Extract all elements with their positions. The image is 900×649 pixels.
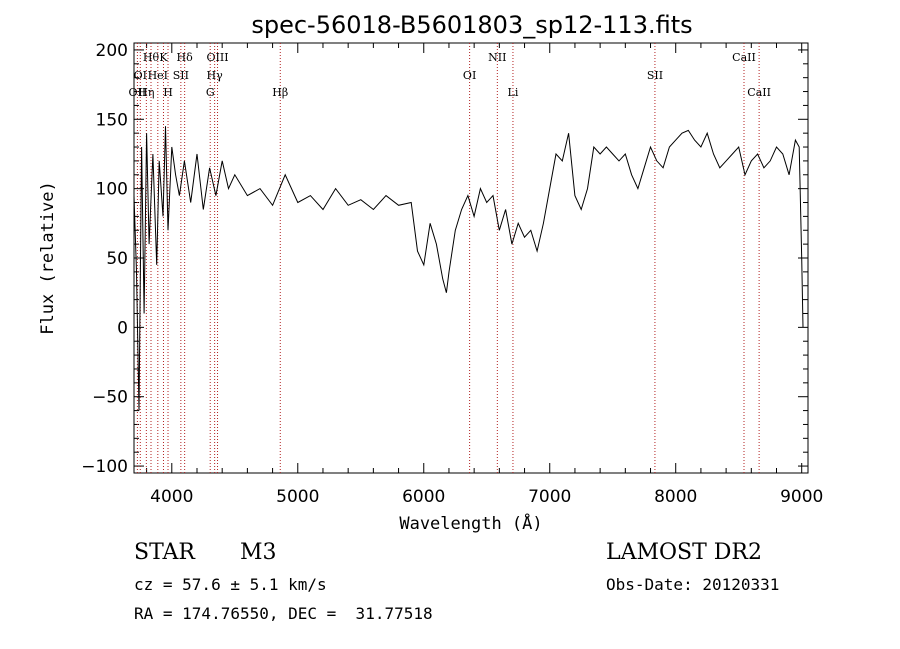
y-tick-label: 100 xyxy=(96,180,128,200)
line-marker-label: G xyxy=(206,86,215,99)
y-axis-label: Flux (relative) xyxy=(38,181,58,335)
line-marker-label: OI xyxy=(134,69,147,82)
spectrum-line xyxy=(133,126,804,411)
spectral-subclass: M3 xyxy=(240,540,277,565)
line-marker-label: CaII xyxy=(732,51,756,64)
line-marker-label: HeI xyxy=(148,69,168,82)
y-tick-label: −100 xyxy=(81,457,128,477)
line-marker-label: K xyxy=(159,51,168,64)
line-marker-label: Li xyxy=(508,86,519,99)
line-marker-label: NII xyxy=(488,51,506,64)
x-axis-label: Wavelength (Å) xyxy=(399,512,542,534)
y-tick-label: 0 xyxy=(117,318,128,338)
line-marker-label: Hβ xyxy=(272,86,288,99)
x-tick-label: 9000 xyxy=(780,487,823,507)
line-marker-label: Hθ xyxy=(143,51,160,64)
line-marker-label: OII xyxy=(129,86,147,99)
line-marker-label: Hη xyxy=(138,86,154,99)
line-marker-label: OIII xyxy=(206,51,228,64)
x-tick-label: 6000 xyxy=(402,487,445,507)
y-tick-label: 50 xyxy=(106,249,128,269)
x-tick-label: 7000 xyxy=(528,487,571,507)
y-tick-label: −50 xyxy=(92,388,128,408)
line-marker-label: SII xyxy=(647,69,663,82)
coordinates: RA = 174.76550, DEC = 31.77518 xyxy=(134,604,433,623)
x-tick-label: 8000 xyxy=(654,487,697,507)
line-marker-label: Hγ xyxy=(207,69,224,82)
line-marker-label: H xyxy=(163,86,173,99)
plot-frame xyxy=(133,42,809,474)
obs-date: Obs-Date: 20120331 xyxy=(606,575,780,594)
x-tick-label: 4000 xyxy=(150,487,193,507)
chart-title: spec-56018-B5601803_sp12-113.fits xyxy=(251,11,692,39)
line-marker-label: CaII xyxy=(747,86,771,99)
line-marker-label: OI xyxy=(463,69,476,82)
x-tick-label: 5000 xyxy=(276,487,319,507)
line-marker-label: Hδ xyxy=(177,51,194,64)
redshift-readout: cz = 57.6 ± 5.1 km/s xyxy=(134,575,327,594)
y-tick-label: 200 xyxy=(96,41,128,61)
y-tick-label: 150 xyxy=(96,110,128,130)
line-marker-label: SII xyxy=(173,69,189,82)
survey-name: LAMOST DR2 xyxy=(606,540,762,565)
object-class: STAR xyxy=(134,540,195,565)
